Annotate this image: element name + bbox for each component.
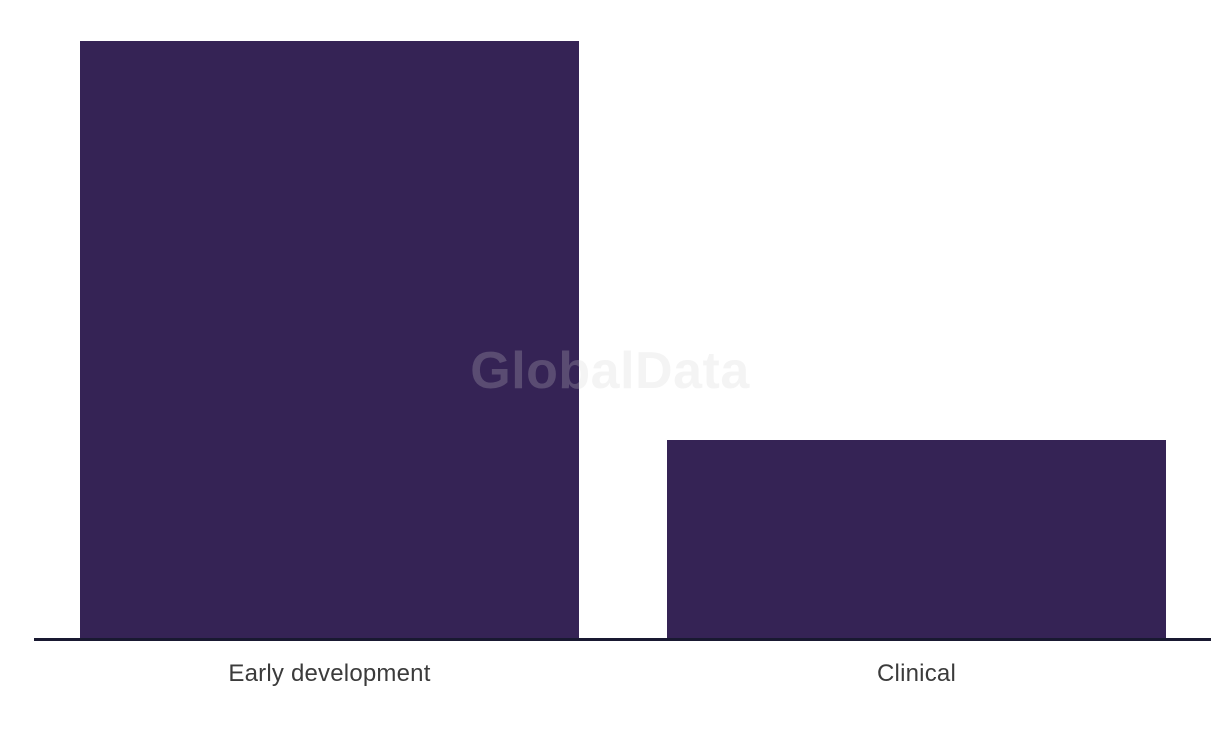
x-axis-label-clinical: Clinical	[877, 660, 956, 687]
x-axis-label-early-development: Early development	[228, 660, 431, 687]
x-axis-line	[34, 638, 1211, 641]
bar-clinical	[667, 440, 1166, 640]
bar-early-development	[80, 41, 579, 640]
